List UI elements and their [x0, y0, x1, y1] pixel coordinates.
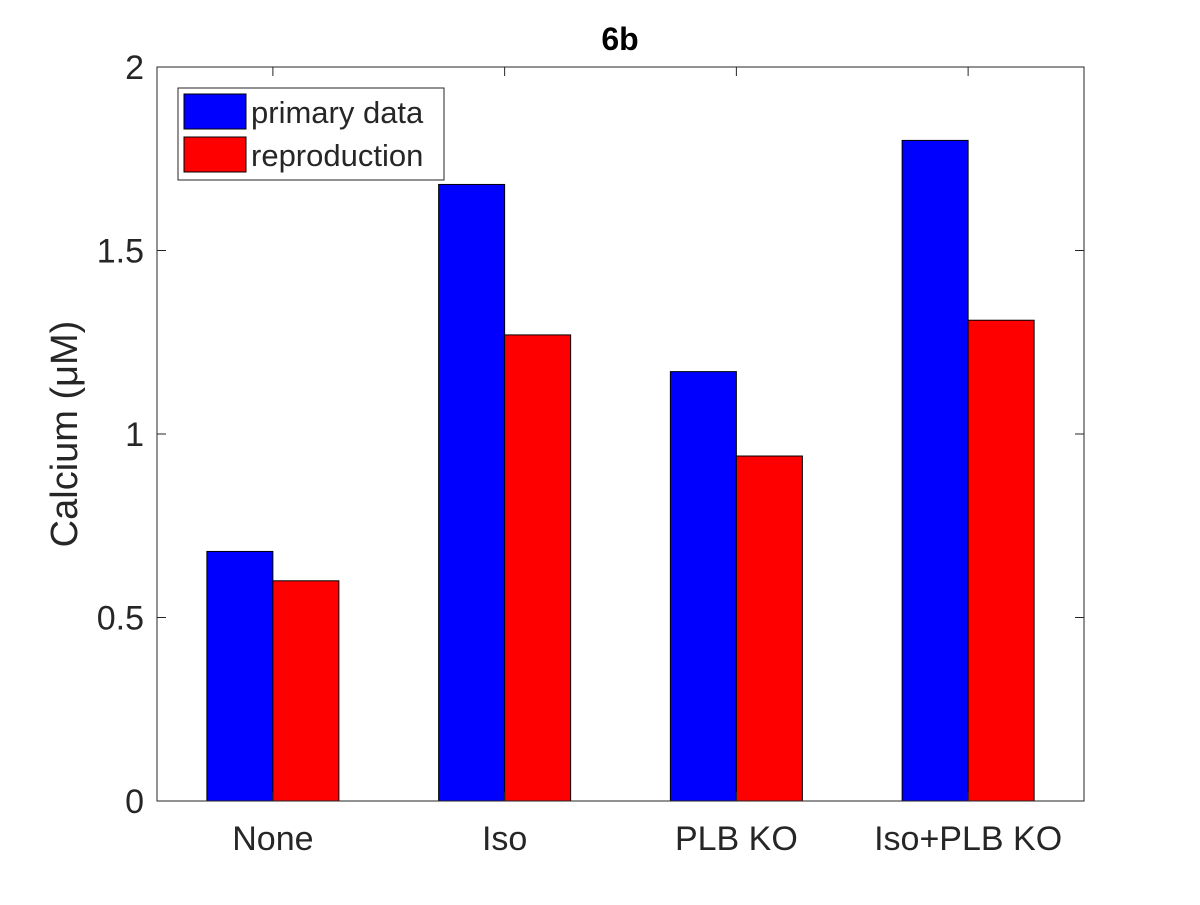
y-axis-label: Calcium (μM): [44, 321, 86, 548]
bar-reproduction-iso: [504, 334, 572, 802]
x-ticks: None Iso PLB KO Iso+PLB KO: [232, 67, 1062, 858]
chart-title: 6b: [601, 21, 638, 57]
y-tick-label: 0.5: [97, 600, 144, 638]
bar-reproduction-none: [272, 580, 340, 802]
legend-label: primary data: [251, 95, 424, 130]
x-tick-label: PLB KO: [675, 820, 798, 858]
x-tick-label: Iso: [482, 820, 527, 858]
legend-swatch: [183, 136, 247, 173]
legend: primary data reproduction: [177, 87, 445, 181]
y-tick-label: 1.5: [97, 233, 144, 271]
bar-primary-data-iso-plb-ko: [901, 139, 969, 802]
x-tick-label: Iso+PLB KO: [874, 820, 1062, 858]
legend-swatch: [183, 93, 247, 130]
bar-reproduction-plb-ko: [735, 455, 803, 802]
x-tick-label: None: [232, 820, 313, 858]
bars-layer: [206, 139, 1035, 802]
y-tick-label: 0: [125, 783, 144, 821]
bar-primary-data-none: [206, 550, 274, 802]
y-ticks: 0 0.5 1 1.5 2: [97, 49, 1084, 821]
bar-primary-data-iso: [438, 183, 506, 802]
y-tick-label: 2: [125, 49, 144, 87]
legend-label: reproduction: [251, 138, 423, 173]
y-tick-label: 1: [125, 416, 144, 454]
bar-reproduction-iso-plb-ko: [967, 319, 1035, 802]
bar-primary-data-plb-ko: [669, 371, 737, 802]
